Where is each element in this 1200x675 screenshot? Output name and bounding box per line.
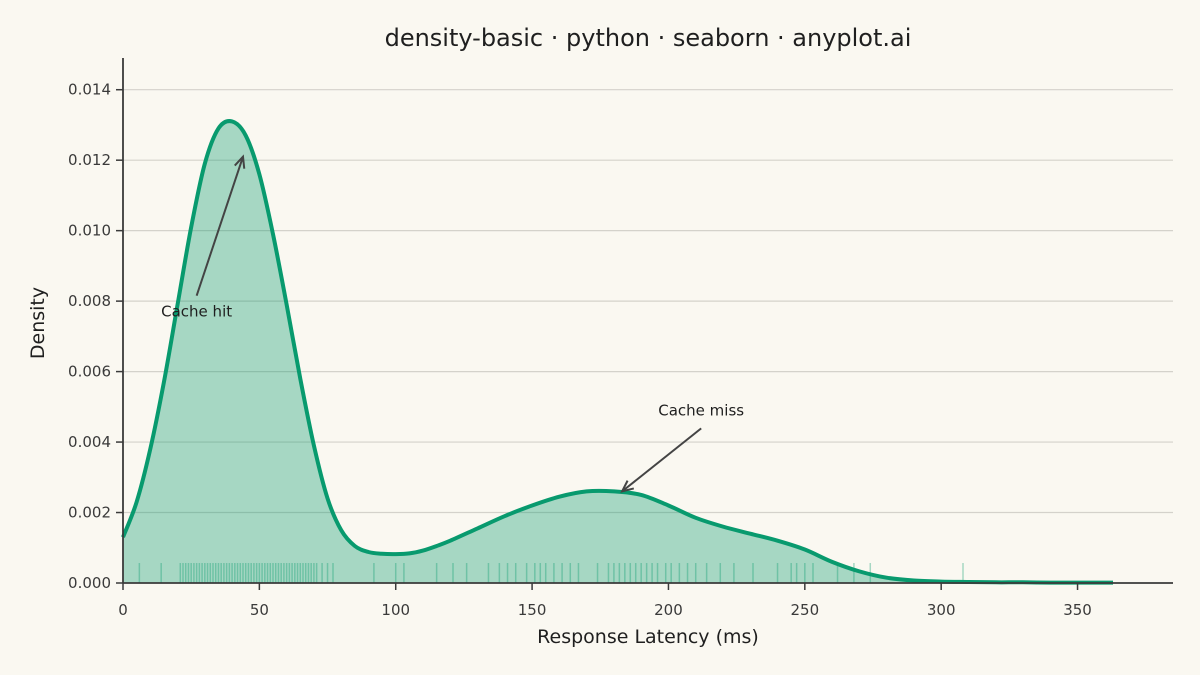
- annotation-label: Cache hit: [161, 303, 232, 321]
- x-tick-label: 350: [1063, 601, 1092, 619]
- annotation-arrowhead: [234, 154, 246, 169]
- y-tick-label: 0.008: [68, 292, 111, 310]
- y-tick-label: 0.000: [68, 574, 111, 592]
- density-curve: [121, 119, 1113, 585]
- y-tick-label: 0.002: [68, 504, 111, 522]
- annotation-arrowhead: [620, 480, 635, 493]
- x-tick-label: 50: [250, 601, 269, 619]
- x-tick-label: 200: [654, 601, 683, 619]
- x-tick-label: 100: [381, 601, 410, 619]
- x-axis-ticks: 0 50 100 150 200 250 300 350: [118, 583, 1092, 619]
- rug-marks: [138, 563, 964, 583]
- y-tick-label: 0.012: [68, 151, 111, 169]
- y-tick-label: 0.010: [68, 222, 111, 240]
- annotation-label: Cache miss: [658, 401, 744, 419]
- y-tick-label: 0.006: [68, 363, 111, 381]
- density-fill: [123, 121, 1113, 584]
- axes: [122, 58, 1173, 584]
- plot-area: [121, 119, 1113, 585]
- annotation-arrow: [195, 156, 244, 297]
- annotation-arrow: [621, 427, 702, 493]
- x-tick-label: 0: [118, 601, 128, 619]
- x-tick-label: 300: [927, 601, 956, 619]
- x-tick-label: 150: [518, 601, 547, 619]
- y-axis-ticks: 0.000 0.002 0.004 0.006 0.008 0.010 0.012 0.014: [68, 81, 123, 592]
- x-axis-label: Response Latency (ms): [537, 626, 759, 648]
- y-tick-label: 0.014: [68, 81, 111, 99]
- y-axis-label: Density: [27, 287, 49, 359]
- chart-title: density-basic · python · seaborn · anypl…: [385, 24, 912, 52]
- y-tick-label: 0.004: [68, 433, 111, 451]
- x-tick-label: 250: [790, 601, 819, 619]
- annotations: Cache hit Cache miss: [161, 154, 744, 493]
